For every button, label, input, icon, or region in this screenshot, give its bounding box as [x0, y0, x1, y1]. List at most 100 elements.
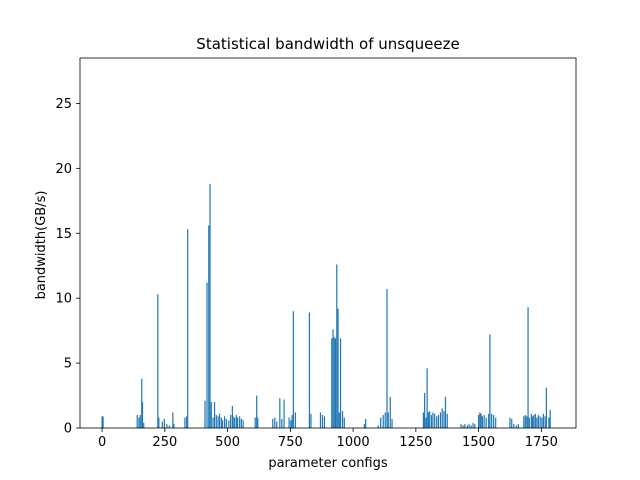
x-tick-label: 1000 — [337, 435, 370, 450]
bar — [491, 413, 493, 428]
bar — [223, 416, 226, 428]
bar — [483, 415, 485, 428]
bars-layer — [101, 183, 551, 428]
bar — [102, 416, 104, 428]
bar — [157, 294, 159, 428]
bar — [333, 337, 335, 428]
bar — [437, 415, 440, 428]
bar — [206, 282, 208, 428]
bar — [468, 424, 470, 428]
bar — [310, 413, 312, 428]
bar — [434, 413, 436, 428]
bar — [430, 415, 433, 428]
x-tick-label: 1250 — [399, 435, 432, 450]
bar — [210, 402, 212, 428]
bar — [235, 415, 237, 428]
bar — [230, 415, 232, 428]
bar — [523, 416, 525, 428]
bar — [208, 225, 210, 428]
bar — [436, 416, 438, 428]
bar — [391, 418, 393, 428]
bar — [526, 416, 528, 428]
bar — [283, 399, 285, 428]
bar — [217, 416, 219, 428]
bar — [528, 417, 530, 428]
bar — [281, 418, 283, 428]
x-tick-label: 0 — [98, 435, 106, 450]
bar — [341, 411, 344, 428]
bar — [480, 413, 482, 428]
bar — [239, 416, 241, 428]
x-tick-label: 250 — [152, 435, 177, 450]
bar — [479, 412, 481, 428]
chart-title: Statistical bandwidth of unsqueeze — [196, 35, 459, 53]
bar — [237, 417, 239, 428]
bar — [158, 417, 160, 428]
bar — [495, 417, 497, 428]
bar — [380, 417, 382, 428]
bar — [290, 420, 292, 428]
bar — [534, 413, 536, 428]
bar — [539, 416, 541, 428]
bar — [474, 424, 476, 428]
bar — [204, 400, 206, 428]
bar — [215, 415, 217, 428]
bar — [232, 416, 234, 428]
bar — [462, 425, 464, 428]
bar — [242, 420, 244, 428]
bar — [186, 416, 188, 428]
bar — [292, 311, 294, 428]
bar — [291, 415, 293, 428]
bar — [308, 312, 311, 428]
bar — [323, 416, 326, 428]
bar — [274, 417, 276, 428]
bar — [209, 183, 211, 428]
bar — [427, 412, 429, 428]
bar — [524, 415, 526, 428]
bar — [515, 425, 517, 428]
bar — [389, 396, 391, 428]
bar — [481, 416, 483, 428]
bar — [513, 424, 515, 428]
bar — [527, 307, 529, 428]
bar — [139, 415, 141, 428]
bar — [288, 417, 290, 428]
bar — [337, 308, 339, 428]
bar — [541, 417, 543, 428]
bar — [240, 418, 242, 428]
y-tick-label: 15 — [55, 227, 72, 242]
bar — [294, 412, 296, 428]
bar — [511, 418, 513, 428]
bar — [212, 417, 214, 428]
bar — [377, 425, 379, 428]
bar — [387, 412, 389, 428]
bar — [213, 402, 216, 428]
bar — [549, 409, 551, 428]
bar — [228, 420, 230, 428]
x-tick-label: 1750 — [525, 435, 558, 450]
bar — [161, 421, 163, 428]
bar — [138, 417, 140, 428]
bar — [386, 289, 388, 428]
bar — [466, 425, 468, 428]
x-axis-title: parameter configs — [268, 456, 388, 471]
bar — [548, 417, 550, 428]
y-tick-label: 0 — [64, 422, 72, 437]
bar — [234, 417, 236, 428]
bar — [363, 424, 365, 428]
bar — [485, 417, 487, 428]
bar — [173, 424, 175, 428]
bar — [276, 421, 278, 428]
bar — [231, 405, 233, 428]
bar — [187, 229, 189, 428]
bar — [338, 412, 340, 428]
bar — [218, 413, 221, 428]
y-tick-label: 20 — [55, 162, 72, 177]
bar — [143, 422, 145, 428]
bar — [509, 417, 511, 428]
bar — [336, 264, 338, 428]
bar — [101, 416, 103, 428]
bar — [220, 417, 222, 428]
bar — [464, 424, 466, 428]
